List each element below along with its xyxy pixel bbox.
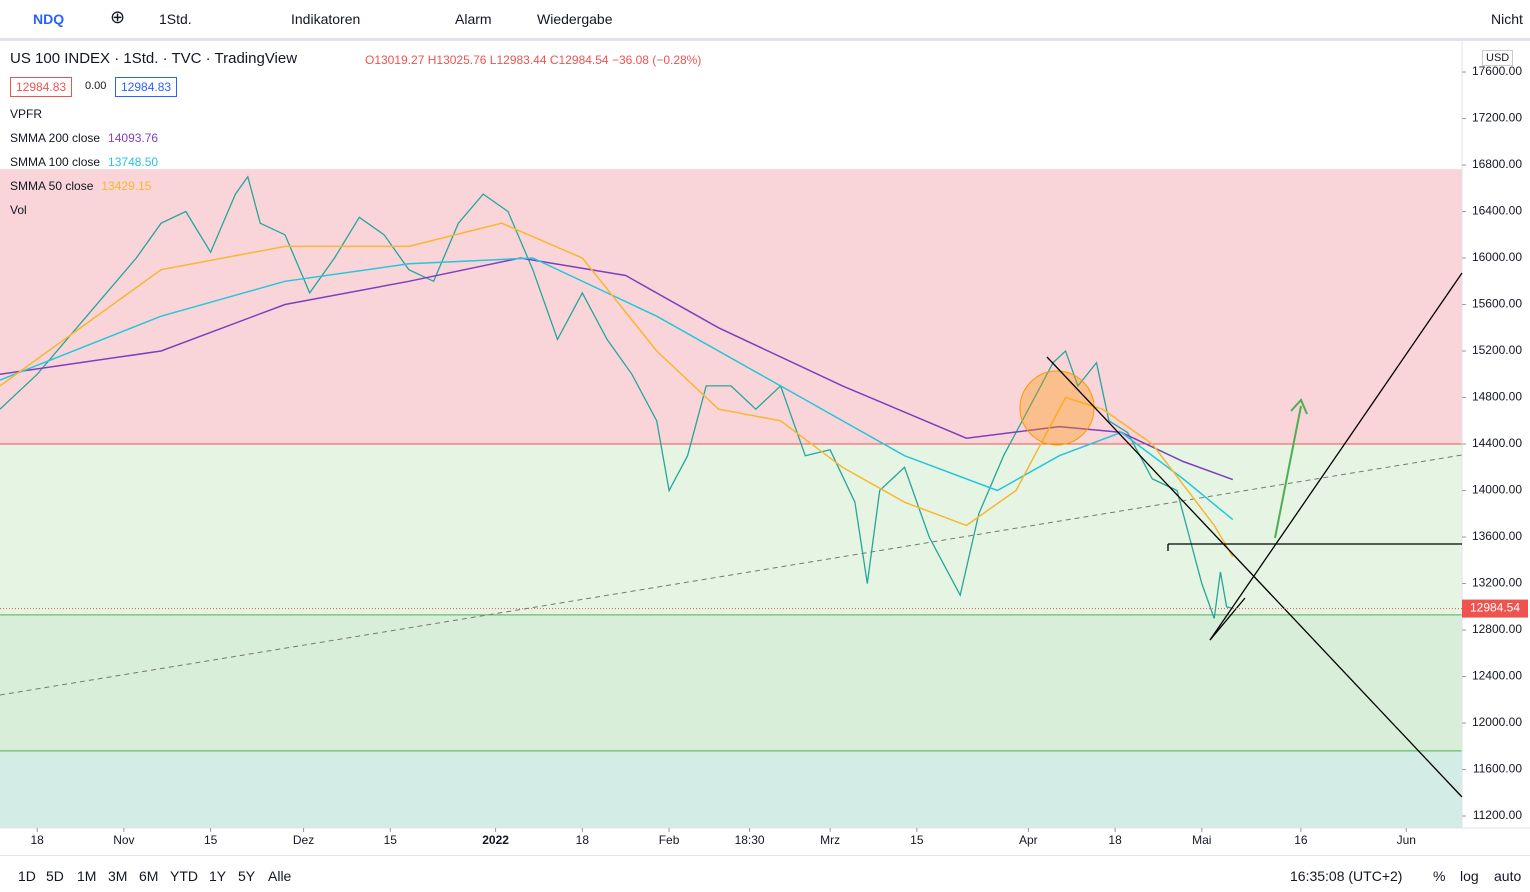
y-tick-label: 12400.00 (1472, 669, 1522, 683)
legend-entry: SMMA 50 close 13429.15 (10, 179, 151, 193)
chart: 17600.00 17200.00 16800.00 16400.00 16000.00… (0, 41, 1530, 858)
range-button[interactable]: 1M (77, 868, 97, 884)
y-tick-label: 14800.00 (1472, 390, 1522, 404)
series-line (0, 222, 1234, 558)
series-line (0, 175, 1233, 619)
vol: Vol (10, 203, 27, 217)
drawing (1209, 272, 1463, 641)
x-tick-label: Dez (293, 833, 314, 847)
y-tick-label: 17200.00 (1472, 111, 1522, 125)
x-tick-label: Mrz (820, 833, 840, 847)
y-tick-label: 11600.00 (1473, 762, 1522, 776)
x-tick-label: 18:30 (735, 833, 765, 847)
zone (0, 614, 1462, 751)
x-tick-label: 15 (910, 833, 924, 847)
x-tick-label: Mai (1192, 833, 1211, 847)
range-button[interactable]: 1Y (209, 868, 227, 884)
replay[interactable]: Wiedergabe (537, 11, 613, 27)
bottom-bar: 16:35:08 (UTC+2) % log auto 1D 5D 1M 3M 6M YT… (0, 855, 1530, 892)
x-tick-label: 18 (576, 833, 590, 847)
percent[interactable]: % (1433, 868, 1446, 884)
axis-bg (1462, 41, 1530, 858)
y-tick-label: 14000.00 (1472, 483, 1522, 497)
spread: 0.00 (85, 80, 107, 92)
range-button[interactable]: YTD (170, 868, 198, 884)
legend-text: 13429.15 (101, 179, 152, 193)
range-button[interactable]: Alle (268, 868, 292, 884)
bid[interactable]: 12984.83 (10, 77, 73, 97)
y-tick-label: 14400.00 (1472, 436, 1522, 450)
toolbar: NDQ ⊕ 1Std. Indikatoren Alarm Wiedergabe… (0, 0, 1530, 41)
clock: 16:35:08 (UTC+2) (1290, 868, 1403, 884)
range-button[interactable]: 5Y (238, 868, 256, 884)
x-tick-label: Jun (1397, 833, 1416, 847)
highlight (1019, 370, 1095, 446)
y-tick-label: 17600.00 (1472, 64, 1522, 78)
log[interactable]: log (1460, 868, 1479, 884)
zone (0, 750, 1462, 828)
arrow-head (1290, 398, 1308, 415)
legend-entry: SMMA 100 close 13748.50 (10, 155, 158, 169)
x-tick-label: Nov (113, 833, 134, 847)
close: C12984.54 (549, 53, 609, 67)
arrow (1274, 405, 1302, 539)
legend-text: SMMA 50 close (10, 179, 94, 193)
range-button[interactable]: 5D (46, 868, 64, 884)
ohlc: O13019.27 H13025.76 L12983.44 C12984.54 … (365, 53, 701, 67)
open: O13019.27 (365, 53, 425, 67)
x-tick-label: 2022 (482, 833, 509, 847)
y-tick-label: 15600.00 (1472, 297, 1522, 311)
x-tick-label: 18 (30, 833, 44, 847)
series-line (0, 257, 1234, 521)
legend-entry: SMMA 200 close 14093.76 (10, 131, 158, 145)
x-tick-label: 16 (1294, 833, 1308, 847)
legend-text: SMMA 100 close (10, 155, 101, 169)
high: H13025.76 (427, 53, 487, 67)
add-icon[interactable]: ⊕ (110, 7, 126, 27)
auto[interactable]: auto (1494, 868, 1522, 884)
low: L12983.44 (489, 53, 547, 67)
drawing (1046, 356, 1463, 798)
cloud[interactable]: Nicht (1491, 11, 1523, 27)
y-tick-label: 11200.00 (1473, 808, 1522, 822)
y-tick-label: 16800.00 (1472, 157, 1522, 171)
last-price-box (1462, 599, 1528, 618)
chart-title: US 100 INDEX · 1Std. · TVC · TradingView (10, 50, 298, 67)
x-tick-label: 18 (1108, 833, 1122, 847)
symbol[interactable]: NDQ (33, 11, 65, 27)
zone (0, 444, 1462, 615)
legend-text: 14093.76 (108, 131, 159, 145)
y-tick-label: 16400.00 (1472, 204, 1522, 218)
x-tick-label: 15 (204, 833, 218, 847)
currency[interactable]: USD (1482, 50, 1514, 66)
x-tick-label: 15 (384, 833, 398, 847)
vpfr: VPFR (10, 107, 43, 121)
range-button[interactable]: 3M (108, 868, 128, 884)
interval[interactable]: 1Std. (159, 11, 192, 27)
alarm[interactable]: Alarm (455, 11, 492, 27)
last-price-label: 12984.54 (1470, 601, 1520, 615)
y-tick-label: 12000.00 (1472, 715, 1522, 729)
range-button[interactable]: 1D (18, 868, 36, 884)
y-tick-label: 13200.00 (1472, 576, 1522, 590)
indicators[interactable]: Indikatoren (291, 11, 361, 27)
legend-text: 13748.50 (108, 155, 159, 169)
y-tick-label: 12800.00 (1472, 622, 1522, 636)
x-tick-label: Apr (1019, 833, 1038, 847)
range-button[interactable]: 6M (139, 868, 159, 884)
zone (0, 169, 1462, 445)
change: −36.08 (−0.28%) (611, 53, 702, 67)
y-tick-label: 13600.00 (1472, 529, 1522, 543)
drawing (1209, 597, 1246, 641)
trend-dashed (0, 454, 1463, 696)
x-tick-label: Feb (659, 833, 680, 847)
y-tick-label: 15200.00 (1472, 343, 1522, 357)
y-tick-label: 16000.00 (1472, 250, 1522, 264)
legend-text: SMMA 200 close (10, 131, 101, 145)
ask[interactable]: 12984.83 (115, 77, 178, 97)
